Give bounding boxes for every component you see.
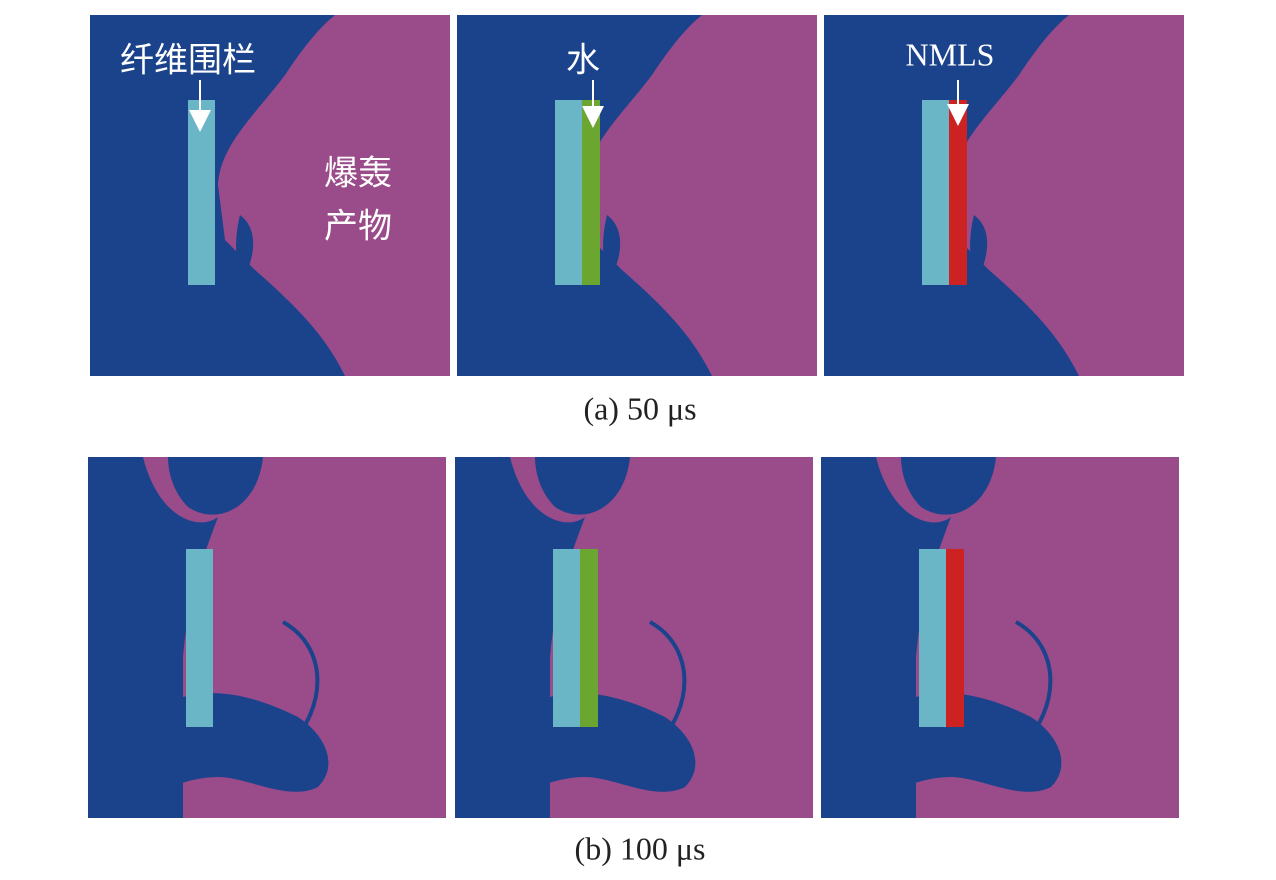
simulation-panel bbox=[455, 457, 813, 818]
arrow-head bbox=[189, 110, 211, 132]
jet-debris bbox=[851, 693, 1062, 818]
air-region bbox=[821, 457, 951, 818]
simulation-panel bbox=[88, 457, 446, 818]
air-blob bbox=[901, 457, 996, 515]
detonation-products bbox=[952, 15, 1184, 376]
simulation-panel bbox=[457, 15, 817, 376]
jet-debris bbox=[118, 693, 329, 818]
fiber-label: 纤维围栏 bbox=[120, 41, 256, 81]
water-label: 水 bbox=[566, 41, 600, 81]
air-blob bbox=[168, 457, 263, 515]
jet-arc bbox=[1015, 620, 1053, 749]
fiber-fence bbox=[922, 100, 949, 285]
water-layer bbox=[580, 549, 598, 727]
fiber-fence bbox=[186, 549, 213, 727]
arrow-head bbox=[947, 104, 969, 126]
fiber-fence bbox=[553, 549, 580, 727]
water-layer bbox=[582, 100, 600, 285]
detonation-products bbox=[585, 15, 817, 376]
caption: (b) 100 μs bbox=[575, 830, 706, 866]
air-region bbox=[455, 457, 585, 818]
fiber-fence bbox=[555, 100, 582, 285]
jet-arc bbox=[649, 620, 687, 749]
jet-arc bbox=[282, 620, 320, 749]
nmls-layer bbox=[946, 549, 964, 727]
products-label: 产物 bbox=[324, 207, 392, 247]
air-region bbox=[88, 457, 218, 818]
nmls-layer bbox=[949, 100, 967, 285]
simulation-panel bbox=[824, 15, 1184, 376]
fiber-fence bbox=[919, 549, 946, 727]
vortex bbox=[970, 215, 1002, 315]
vortex bbox=[603, 215, 635, 315]
fiber-fence bbox=[188, 100, 215, 285]
simulation-panel bbox=[821, 457, 1179, 818]
detonation-products bbox=[218, 15, 450, 376]
caption: (a) 50 μs bbox=[583, 390, 696, 426]
vortex bbox=[236, 215, 268, 315]
products-label: 爆轰 bbox=[324, 154, 392, 194]
arrow-head bbox=[582, 106, 604, 128]
jet-debris bbox=[485, 693, 696, 818]
nmls-label: NMLS bbox=[906, 36, 995, 72]
simulation-panel bbox=[90, 15, 450, 376]
air-blob bbox=[535, 457, 630, 515]
